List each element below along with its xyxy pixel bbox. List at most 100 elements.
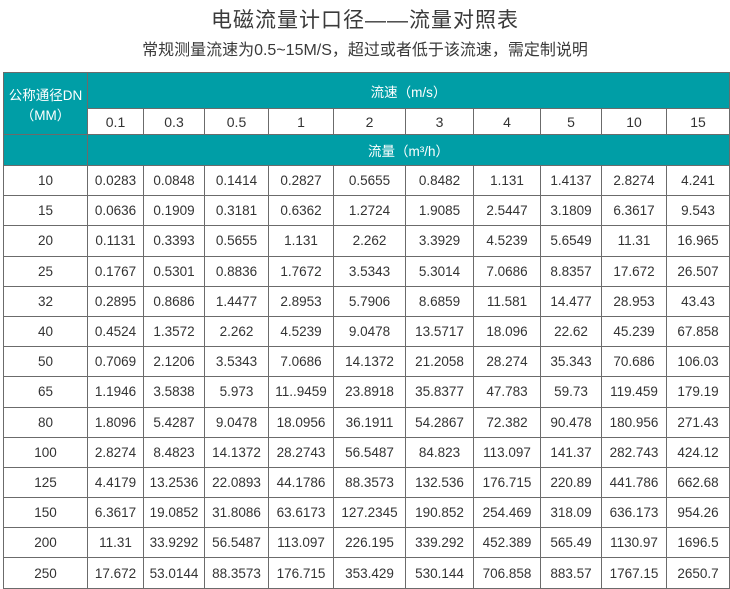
- flow-cell: 5.4287: [143, 406, 205, 438]
- flow-cell: 0.3393: [143, 225, 205, 257]
- flow-cell: 0.8686: [143, 285, 205, 317]
- flow-cell: 1.4477: [204, 285, 269, 317]
- dn-header: 公称通径DN （MM）: [3, 72, 88, 135]
- flow-cell: 127.2345: [333, 497, 406, 529]
- flow-cell: 14.477: [540, 285, 602, 317]
- velocity-row: 0.1 0.3 0.5 1 2 3 4 5 10 15: [4, 108, 730, 135]
- flow-cell: 11.31: [87, 527, 144, 559]
- flow-cell: 7.0686: [473, 255, 541, 287]
- table-row: 25 0.1767 0.5301 0.8836 1.7672 3.5343 5.3014 7.…: [3, 255, 730, 287]
- flow-cell: 18.096: [473, 315, 541, 348]
- flow-cell: 3.5343: [204, 346, 269, 378]
- flow-cell: 179.19: [665, 376, 730, 408]
- dn-cell: 25: [3, 255, 88, 287]
- flow-cell: 3.5838: [143, 376, 205, 408]
- flow-cell: 190.852: [405, 497, 474, 529]
- flow-cell: 88.3573: [204, 557, 269, 589]
- dn-cell: 15: [3, 195, 88, 227]
- table-row: 20 0.1131 0.3393 0.5655 1.131 2.262 3.3929 4.52…: [3, 225, 730, 257]
- dn-cell: 125: [3, 466, 88, 499]
- flow-cell: 72.382: [473, 406, 541, 438]
- flow-cell: 7.0686: [268, 346, 334, 378]
- flow-cell: 176.715: [268, 557, 334, 589]
- flow-cell: 1696.5: [665, 527, 730, 559]
- flow-cell: 132.536: [405, 466, 474, 499]
- flow-cell: 339.292: [405, 527, 474, 559]
- flow-cell: 8.6859: [405, 285, 474, 317]
- flow-cell: 706.858: [473, 557, 541, 589]
- flow-cell: 31.8086: [204, 497, 269, 529]
- flow-cell: 2.1206: [143, 346, 205, 378]
- flow-cell: 59.73: [540, 376, 602, 408]
- flow-cell: 1.2724: [333, 195, 406, 227]
- flow-cell: 45.239: [601, 315, 667, 348]
- flow-cell: 8.4823: [143, 436, 205, 468]
- table-row: 100 2.8274 8.4823 14.1372 28.2743 56.5487 84.8…: [3, 436, 730, 468]
- flow-cell: 271.43: [665, 406, 730, 438]
- flow-cell: 4.4179: [87, 466, 144, 499]
- flow-cell: 565.49: [540, 527, 602, 559]
- flow-cell: 2.262: [204, 315, 269, 348]
- flow-cell: 53.0144: [143, 557, 205, 589]
- flow-cell: 282.743: [601, 436, 667, 468]
- flow-cell: 13.5717: [405, 315, 474, 348]
- flow-cell: 54.2867: [405, 406, 474, 438]
- flow-cell: 33.9292: [143, 527, 205, 559]
- flow-cell: 0.1131: [87, 225, 144, 257]
- flow-cell: 35.343: [540, 346, 602, 378]
- flow-cell: 1.7672: [268, 255, 334, 287]
- flow-cell: 9.0478: [204, 406, 269, 438]
- table-row: 50 0.7069 2.1206 3.5343 7.0686 14.1372 21.2058…: [3, 346, 730, 378]
- flow-cell: 47.783: [473, 376, 541, 408]
- dn-cell: 40: [3, 315, 88, 348]
- flow-cell: 441.786: [601, 466, 667, 499]
- flow-cell: 11..9459: [268, 376, 334, 408]
- flow-cell: 5.6549: [540, 225, 602, 257]
- flow-cell: 0.1767: [87, 255, 144, 287]
- blank-header-cell: [3, 134, 88, 166]
- flow-cell: 56.5487: [333, 436, 406, 468]
- flow-cell: 9.0478: [333, 315, 406, 348]
- flow-cell: 17.672: [601, 255, 667, 287]
- flow-cell: 36.1911: [333, 406, 406, 438]
- flow-cell: 113.097: [473, 436, 541, 468]
- dn-cell: 150: [3, 497, 88, 529]
- velocity-cell: 5: [540, 108, 602, 135]
- flow-cell: 23.8918: [333, 376, 406, 408]
- flow-cell: 63.6173: [268, 497, 334, 529]
- flow-cell: 226.195: [333, 527, 406, 559]
- flow-cell: 17.672: [87, 557, 144, 589]
- flow-cell: 424.12: [665, 436, 730, 468]
- flow-cell: 67.858: [665, 315, 730, 348]
- flow-cell: 6.3617: [87, 497, 144, 529]
- flow-cell: 90.478: [540, 406, 602, 438]
- velocity-cell: 0.1: [87, 108, 144, 135]
- flow-cell: 5.973: [204, 376, 269, 408]
- flow-cell: 636.173: [601, 497, 667, 529]
- flow-cell: 2.5447: [473, 195, 541, 227]
- table-row: 80 1.8096 5.4287 9.0478 18.0956 36.1911 54.286…: [3, 406, 730, 438]
- flow-cell: 11.581: [473, 285, 541, 317]
- flow-cell: 9.543: [665, 195, 730, 227]
- flow-cell: 318.09: [540, 497, 602, 529]
- velocity-cell: 0.5: [204, 108, 269, 135]
- flow-cell: 19.0852: [143, 497, 205, 529]
- dn-cell: 65: [3, 376, 88, 408]
- flow-cell: 28.953: [601, 285, 667, 317]
- dn-cell: 10: [3, 164, 88, 197]
- flow-cell: 254.469: [473, 497, 541, 529]
- table-row: 32 0.2895 0.8686 1.4477 2.8953 5.7906 8.6859 11…: [3, 285, 730, 317]
- flow-cell: 0.2895: [87, 285, 144, 317]
- flow-cell: 3.1809: [540, 195, 602, 227]
- flow-cell: 1130.97: [601, 527, 667, 559]
- dn-cell: 50: [3, 346, 88, 378]
- flow-cell: 0.0848: [143, 164, 205, 197]
- dn-cell: 250: [3, 557, 88, 589]
- flow-cell: 0.3181: [204, 195, 269, 227]
- table-row: 150 6.3617 19.0852 31.8086 63.6173 127.2345 19…: [3, 497, 730, 529]
- flow-cell: 16.965: [665, 225, 730, 257]
- flow-cell: 0.8836: [204, 255, 269, 287]
- flow-cell: 0.2827: [268, 164, 334, 197]
- dn-cell: 200: [3, 527, 88, 559]
- flow-cell: 662.68: [665, 466, 730, 499]
